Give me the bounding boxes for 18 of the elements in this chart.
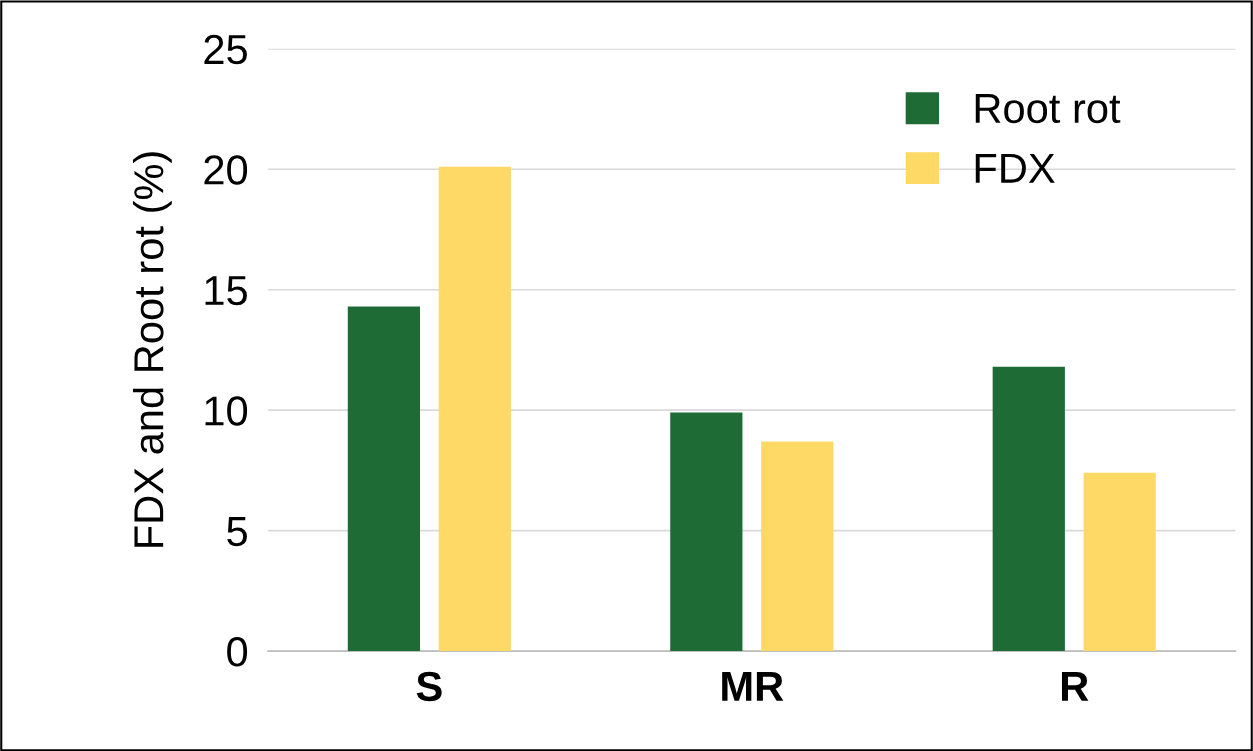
y-tick-label: 10 (205, 396, 248, 426)
legend-label: Root rot (975, 94, 1121, 124)
bar (438, 166, 511, 652)
bar (670, 412, 743, 652)
bar (761, 441, 834, 652)
y-axis-title: FDX and Root rot (%) (132, 152, 172, 547)
bar (1083, 472, 1156, 652)
legend-label: FDX (975, 153, 1055, 183)
x-tick-label: R (1061, 672, 1089, 701)
y-tick-label: 25 (204, 34, 247, 65)
bar (347, 306, 421, 652)
bar (992, 366, 1065, 652)
y-tick-label: 15 (205, 276, 247, 306)
x-tick-label: S (416, 671, 442, 702)
y-tick-label: 0 (227, 637, 248, 667)
x-tick-label: MR (722, 672, 784, 701)
y-tick-label: 20 (204, 155, 248, 185)
y-tick-label: 5 (227, 517, 247, 547)
